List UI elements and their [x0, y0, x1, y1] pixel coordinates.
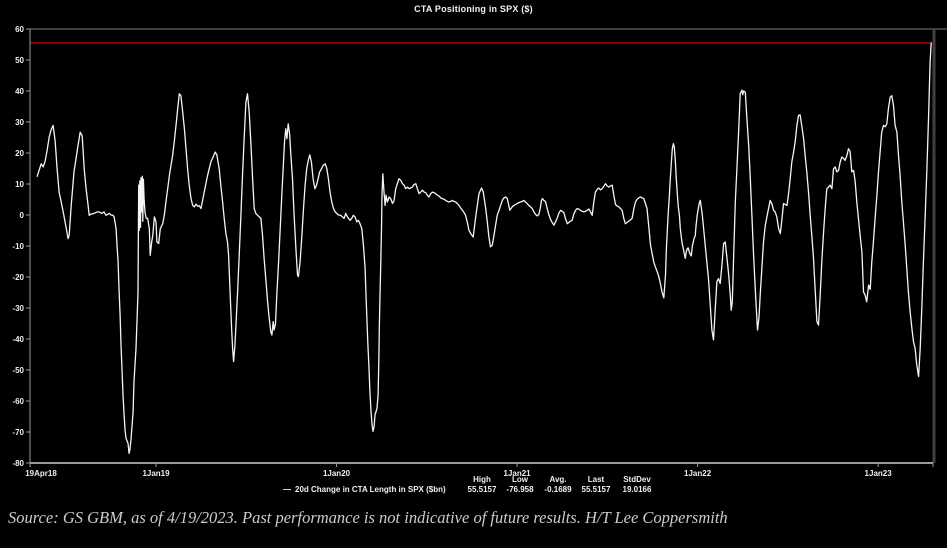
stat-value-low: -76.958 [506, 485, 534, 494]
y-tick-label: -50 [12, 366, 24, 375]
y-tick-label: 20 [15, 149, 24, 158]
y-tick-label: -40 [12, 335, 24, 344]
stat-header-avg: Avg. [549, 475, 567, 484]
x-tick-label: 1Jan23 [865, 469, 893, 478]
x-tick-label: 1Jan20 [323, 469, 351, 478]
x-tick-label: 1Jan21 [503, 469, 531, 478]
legend-series-entry: — 20d Change in CTA Length in SPX ($bn) [283, 485, 463, 495]
y-tick-label: -60 [12, 397, 24, 406]
stat-value-high: 55.5157 [467, 485, 497, 494]
chart-title: CTA Positioning in SPX ($) [414, 4, 533, 14]
series-label: 20d Change in CTA Length in SPX ($bn) [295, 485, 446, 494]
y-tick-label: 0 [20, 211, 25, 220]
y-tick-label: 10 [15, 180, 24, 189]
chart-legend: High Low Avg. Last StdDev — 20d Change i… [283, 475, 659, 495]
y-tick-label: 40 [15, 87, 24, 96]
y-tick-label: -20 [12, 273, 24, 282]
y-tick-label: -10 [12, 242, 24, 251]
series-line [36, 42, 932, 455]
stat-header-stddev: StdDev [623, 475, 651, 484]
y-tick-label: -70 [12, 428, 24, 437]
stat-value-avg: -0.1689 [544, 485, 572, 494]
y-tick-label: 30 [15, 118, 24, 127]
y-tick-label: -80 [12, 459, 24, 468]
series-line-swatch-icon: — [283, 485, 291, 494]
source-note: Source: GS GBM, as of 4/19/2023. Past pe… [8, 508, 728, 527]
y-tick-label: 50 [15, 56, 24, 65]
stat-header-last: Last [587, 475, 605, 484]
x-tick-label: 1Jan19 [142, 469, 170, 478]
stat-value-last: 55.5157 [581, 485, 611, 494]
stat-header-high: High [473, 475, 491, 484]
x-tick-label: 1Jan22 [684, 469, 712, 478]
y-tick-label: 60 [15, 25, 24, 34]
stat-header-low: Low [512, 475, 528, 484]
x-tick-label: 19Apr18 [25, 469, 57, 478]
stat-value-stddev: 19.0166 [622, 485, 652, 494]
y-tick-label: -30 [12, 304, 24, 313]
cta-line-chart: 60 50 40 30 20 10 0 -10 -20 -30 -40 -50 -60 -70 -8019A… [12, 25, 947, 478]
